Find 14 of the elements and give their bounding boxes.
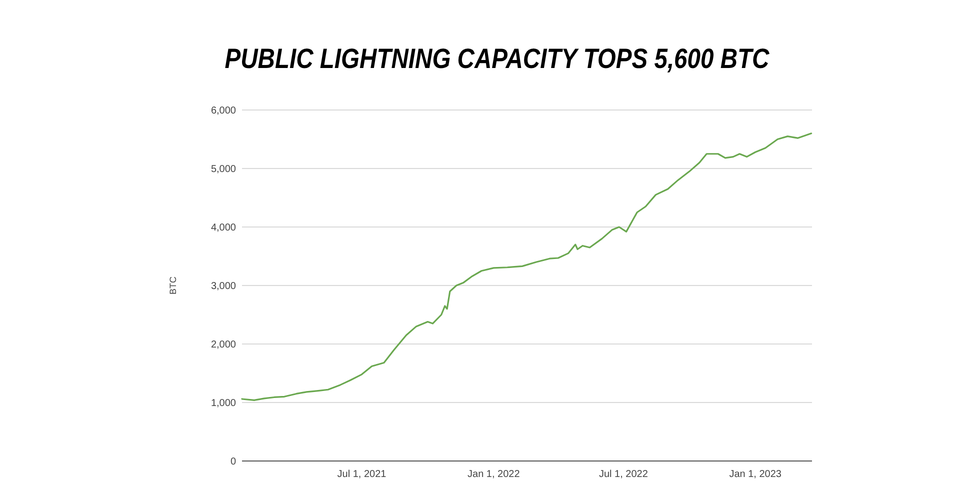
y-tick-label: 6,000	[210, 106, 236, 116]
y-tick-label: 0	[230, 456, 236, 468]
line-series	[241, 132, 812, 401]
y-tick-label: 3,000	[210, 281, 236, 292]
x-tick-label: Jul 1, 2022	[598, 469, 648, 480]
y-tick-label: 1,000	[210, 398, 236, 409]
x-tick-label: Jan 1, 2022	[468, 469, 520, 480]
x-tick-label: Jan 1, 2023	[729, 469, 782, 480]
chart-title: PUBLIC LIGHTNING CAPACITY TOPS 5,600 BTC	[224, 42, 770, 74]
y-tick-label: 2,000	[210, 340, 236, 350]
y-axis-title: BTC	[168, 276, 178, 294]
y-tick-label: 4,000	[210, 222, 236, 234]
x-tick-label: Jul 1, 2021	[337, 469, 387, 480]
y-tick-label: 5,000	[210, 164, 236, 175]
